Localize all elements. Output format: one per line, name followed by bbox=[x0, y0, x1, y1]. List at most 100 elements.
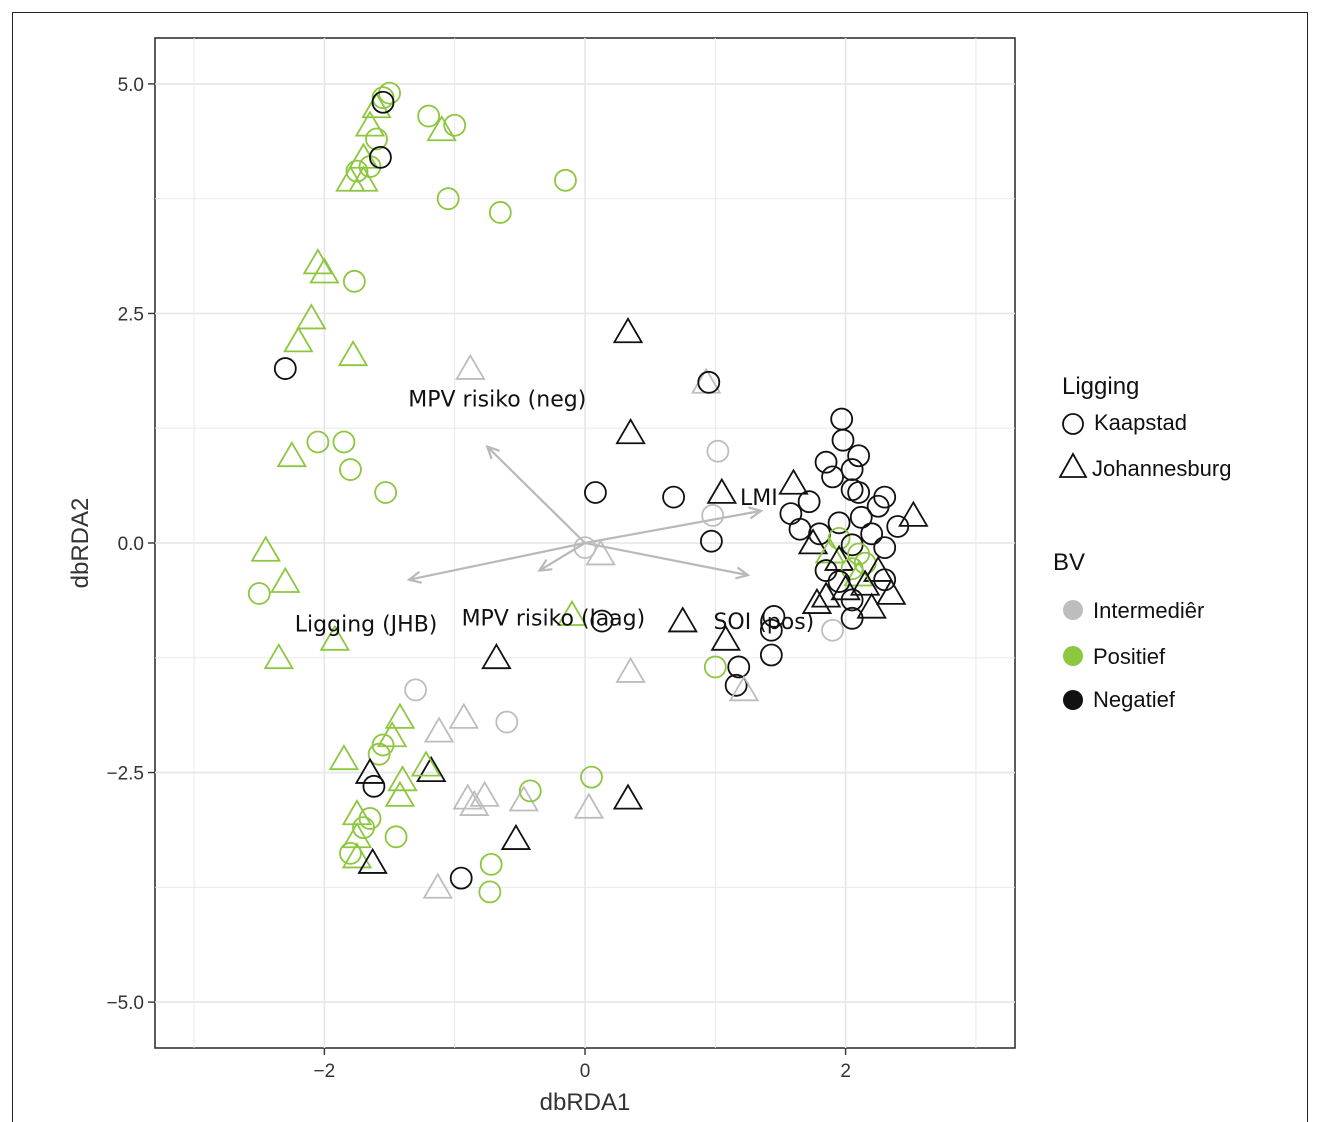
vector-arrow bbox=[584, 541, 749, 577]
y-tick-label: 2.5 bbox=[118, 304, 144, 325]
legend-item-positief: Positief bbox=[1093, 644, 1166, 669]
vector-arrowhead bbox=[485, 444, 500, 460]
point-johannesburg bbox=[615, 418, 646, 445]
point-johannesburg bbox=[469, 780, 500, 807]
point-kaapstad bbox=[436, 187, 460, 211]
legend-swatch-intermediear bbox=[1063, 600, 1083, 620]
point-johannesburg bbox=[823, 544, 855, 571]
vector-arrowhead bbox=[735, 566, 751, 580]
point-johannesburg bbox=[263, 642, 295, 670]
y-tick-label: 0.0 bbox=[118, 534, 144, 555]
grid bbox=[155, 38, 1015, 1048]
point-johannesburg bbox=[416, 755, 447, 783]
point-kaapstad bbox=[827, 511, 851, 535]
point-kaapstad bbox=[342, 269, 366, 293]
point-johannesburg bbox=[341, 822, 373, 849]
x-tick-label: 2 bbox=[840, 1061, 851, 1082]
point-johannesburg bbox=[452, 783, 483, 810]
vector-arrow bbox=[584, 509, 762, 545]
point-johannesburg bbox=[296, 303, 327, 330]
point-kaapstad bbox=[703, 655, 727, 679]
point-kaapstad bbox=[369, 145, 392, 169]
y-tick-label: −2.5 bbox=[106, 764, 144, 785]
y-tick-label: 5.0 bbox=[118, 75, 144, 96]
point-kaapstad bbox=[759, 643, 783, 667]
figure-frame bbox=[12, 12, 1308, 1122]
point-kaapstad bbox=[797, 490, 821, 514]
point-kaapstad bbox=[849, 505, 873, 529]
point-kaapstad bbox=[662, 485, 686, 509]
point-kaapstad bbox=[339, 841, 362, 865]
point-johannesburg bbox=[276, 440, 308, 468]
vector-arrows bbox=[406, 444, 764, 584]
point-kaapstad bbox=[374, 481, 398, 504]
point-johannesburg bbox=[283, 326, 314, 353]
point-kaapstad bbox=[478, 880, 502, 904]
point-johannesburg bbox=[384, 702, 416, 729]
point-kaapstad bbox=[273, 357, 297, 380]
point-kaapstad bbox=[371, 90, 395, 114]
point-kaapstad bbox=[847, 481, 871, 504]
point-kaapstad bbox=[404, 678, 428, 702]
point-kaapstad bbox=[417, 104, 441, 128]
point-johannesburg bbox=[328, 743, 360, 771]
legend-color-title: BV bbox=[1053, 549, 1085, 576]
point-johannesburg bbox=[361, 92, 392, 119]
point-johannesburg bbox=[898, 500, 929, 527]
point-kaapstad bbox=[814, 450, 838, 474]
point-kaapstad bbox=[580, 765, 603, 789]
point-kaapstad bbox=[759, 618, 783, 642]
legend-item-intermediear: Intermediêr bbox=[1093, 598, 1204, 623]
y-tick-label: −5.0 bbox=[106, 993, 144, 1014]
point-johannesburg bbox=[849, 569, 881, 596]
point-kaapstad bbox=[339, 458, 362, 481]
legend-item-kaapstad: Kaapstad bbox=[1094, 410, 1187, 435]
point-johannesburg bbox=[612, 317, 644, 344]
point-johannesburg bbox=[250, 535, 281, 562]
point-kaapstad bbox=[886, 515, 910, 538]
point-kaapstad bbox=[821, 465, 844, 489]
point-kaapstad bbox=[821, 618, 844, 642]
vector-arrowhead bbox=[537, 559, 553, 572]
vector-arrow bbox=[486, 445, 586, 544]
point-johannesburg bbox=[387, 765, 418, 792]
vector-label: SOI (pos) bbox=[713, 610, 814, 635]
point-kaapstad bbox=[706, 439, 730, 463]
x-tick-label: 0 bbox=[580, 1061, 591, 1082]
point-kaapstad bbox=[831, 428, 855, 452]
point-johannesburg bbox=[354, 110, 386, 137]
point-johannesburg bbox=[410, 750, 442, 777]
vector-label: Ligging (JHB) bbox=[295, 613, 438, 638]
point-johannesburg bbox=[481, 642, 512, 670]
point-kaapstad bbox=[724, 673, 748, 697]
point-johannesburg bbox=[706, 477, 738, 504]
point-kaapstad bbox=[697, 370, 721, 394]
y-axis-label: dbRDA2 bbox=[67, 498, 94, 589]
point-johannesburg bbox=[573, 792, 605, 819]
point-johannesburg bbox=[319, 624, 351, 651]
point-johannesburg bbox=[875, 578, 907, 605]
vector-label: LMI bbox=[740, 486, 778, 511]
point-kaapstad bbox=[573, 536, 597, 559]
vector-arrow bbox=[538, 542, 586, 572]
point-kaapstad bbox=[479, 852, 503, 876]
point-johannesburg bbox=[341, 842, 373, 869]
point-johannesburg bbox=[455, 353, 486, 380]
point-johannesburg bbox=[302, 248, 334, 275]
point-kaapstad bbox=[367, 742, 391, 766]
point-kaapstad bbox=[584, 481, 607, 504]
point-kaapstad bbox=[827, 527, 851, 550]
vector-label: MPV risiko (laag) bbox=[462, 607, 646, 632]
point-kaapstad bbox=[352, 816, 375, 840]
point-johannesburg bbox=[422, 872, 453, 899]
point-kaapstad bbox=[554, 168, 577, 192]
axis-ticks: −2 0 2 −5.0 −2.5 0.0 2.5 5.0 bbox=[106, 75, 850, 1082]
point-kaapstad bbox=[488, 201, 512, 224]
point-kaapstad bbox=[362, 774, 386, 798]
x-tick-label: −2 bbox=[314, 1061, 336, 1082]
point-johannesburg bbox=[270, 566, 301, 593]
point-kaapstad bbox=[384, 825, 408, 849]
point-kaapstad bbox=[840, 606, 864, 630]
point-johannesburg bbox=[615, 656, 646, 683]
point-kaapstad bbox=[518, 779, 542, 803]
